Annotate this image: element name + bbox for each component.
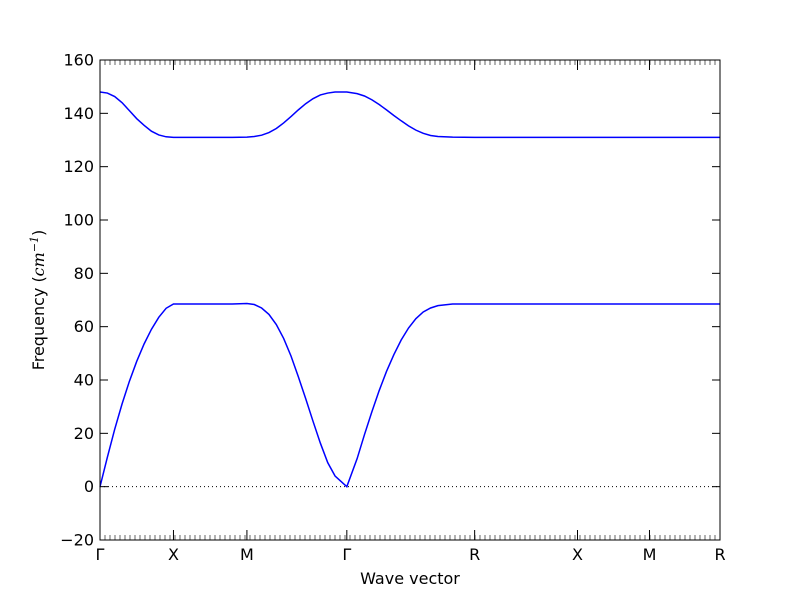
y-axis: −20 0 20 40 60 80 100 120 140 160	[60, 51, 720, 550]
x-tick-label: M	[240, 545, 254, 564]
y-axis-label-prefix: Frequency (	[29, 276, 48, 370]
x-tick-label: Γ	[342, 545, 351, 564]
y-tick-label: 40	[74, 371, 94, 390]
y-tick-label: 100	[63, 211, 94, 230]
plot-frame	[99, 59, 721, 541]
x-tick-label: R	[714, 545, 725, 564]
x-tick-label: Γ	[96, 545, 105, 564]
y-tick-label: 120	[63, 157, 94, 176]
y-axis-label: Frequency (cm−1)	[28, 230, 48, 371]
x-tick-label: X	[168, 545, 179, 564]
y-tick-label: 140	[63, 104, 94, 123]
y-axis-label-exponent: −1	[28, 236, 41, 252]
y-tick-label: 20	[74, 424, 94, 443]
series-layer	[99, 91, 720, 488]
y-tick-label: 60	[74, 317, 94, 336]
x-tick-label: R	[469, 545, 480, 564]
y-axis-label-unit: cm	[29, 252, 48, 276]
y-tick-label: 160	[63, 51, 94, 70]
x-tick-label: X	[572, 545, 583, 564]
y-axis-label-suffix: )	[29, 230, 48, 236]
y-tick-label: −20	[60, 531, 94, 550]
x-axis-label: Wave vector	[360, 569, 460, 588]
x-tick-label: M	[643, 545, 657, 564]
branch-line-2	[99, 302, 720, 488]
minor-tick-group	[99, 60, 721, 540]
branch-line-1	[99, 91, 720, 139]
y-tick-label: 0	[84, 477, 94, 496]
y-tick-label: 80	[74, 264, 94, 283]
